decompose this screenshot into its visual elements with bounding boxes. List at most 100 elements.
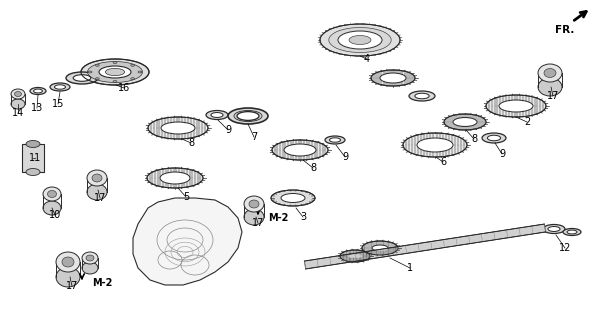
Ellipse shape [271,190,315,206]
Text: 8: 8 [310,163,316,173]
Ellipse shape [486,95,546,117]
Ellipse shape [131,64,135,66]
Ellipse shape [43,187,61,201]
Ellipse shape [284,144,316,156]
Ellipse shape [50,83,70,91]
Text: 10: 10 [49,210,61,220]
Ellipse shape [131,78,135,80]
Ellipse shape [113,61,117,63]
Ellipse shape [330,138,341,142]
Text: 17: 17 [252,218,264,228]
Ellipse shape [228,108,268,124]
Ellipse shape [33,89,42,93]
Ellipse shape [30,87,46,94]
Text: 16: 16 [118,83,130,93]
Ellipse shape [543,225,565,234]
Ellipse shape [371,70,415,86]
Ellipse shape [26,169,40,175]
Text: 1: 1 [407,263,413,273]
Ellipse shape [249,200,259,208]
Ellipse shape [87,170,107,186]
Ellipse shape [82,252,98,264]
Ellipse shape [415,93,429,99]
Ellipse shape [56,252,80,272]
Text: 17: 17 [94,193,106,203]
Ellipse shape [105,68,125,76]
Bar [22,144,44,172]
Text: 7: 7 [251,132,257,142]
Ellipse shape [548,227,560,231]
Ellipse shape [11,89,25,99]
Text: 11: 11 [29,153,41,163]
Ellipse shape [272,140,328,160]
Ellipse shape [482,133,506,143]
Text: 2: 2 [524,117,530,127]
Ellipse shape [113,81,117,83]
Ellipse shape [417,138,453,152]
Text: 9: 9 [499,149,505,159]
Ellipse shape [338,31,382,49]
Ellipse shape [15,92,21,97]
Text: 9: 9 [342,152,348,162]
Ellipse shape [244,196,264,212]
Ellipse shape [92,174,102,182]
Ellipse shape [86,255,94,261]
Ellipse shape [99,66,131,78]
Ellipse shape [453,117,477,126]
Ellipse shape [237,112,259,120]
Ellipse shape [56,267,80,287]
Text: 3: 3 [300,212,306,222]
Ellipse shape [487,135,501,141]
Ellipse shape [95,78,99,80]
Ellipse shape [409,91,435,101]
Ellipse shape [206,110,228,119]
Ellipse shape [563,228,581,236]
Text: 6: 6 [440,157,446,167]
Text: M-2: M-2 [92,278,112,288]
Ellipse shape [403,133,467,157]
Polygon shape [133,198,242,285]
Polygon shape [304,224,545,269]
Text: M-2: M-2 [268,213,288,223]
Ellipse shape [73,75,91,81]
Ellipse shape [362,241,398,255]
Ellipse shape [87,184,107,200]
Text: 4: 4 [364,54,370,64]
Ellipse shape [47,190,56,197]
Text: 13: 13 [31,103,43,113]
Text: 8: 8 [471,134,477,144]
Ellipse shape [87,61,142,83]
Ellipse shape [244,209,264,225]
Text: 14: 14 [12,108,24,118]
Ellipse shape [148,117,208,139]
Ellipse shape [329,28,391,52]
Ellipse shape [147,168,203,188]
Ellipse shape [138,71,142,73]
Ellipse shape [66,72,98,84]
Ellipse shape [499,100,533,112]
Text: 8: 8 [188,138,194,148]
Ellipse shape [372,245,388,251]
Ellipse shape [43,201,61,215]
Ellipse shape [81,59,149,85]
Ellipse shape [161,122,195,134]
Ellipse shape [11,99,25,109]
Ellipse shape [349,36,371,44]
Text: 12: 12 [559,243,571,253]
Ellipse shape [160,172,190,184]
Ellipse shape [26,140,40,148]
Text: 5: 5 [183,192,189,202]
Ellipse shape [62,257,74,267]
Ellipse shape [380,73,406,83]
Ellipse shape [567,230,577,234]
Text: FR.: FR. [555,25,574,35]
Text: 17: 17 [547,91,559,101]
Ellipse shape [55,85,65,89]
Ellipse shape [348,253,362,259]
Ellipse shape [325,136,345,144]
Ellipse shape [82,262,98,274]
Ellipse shape [444,114,486,130]
Ellipse shape [538,78,562,96]
Ellipse shape [538,64,562,82]
Ellipse shape [320,24,400,56]
